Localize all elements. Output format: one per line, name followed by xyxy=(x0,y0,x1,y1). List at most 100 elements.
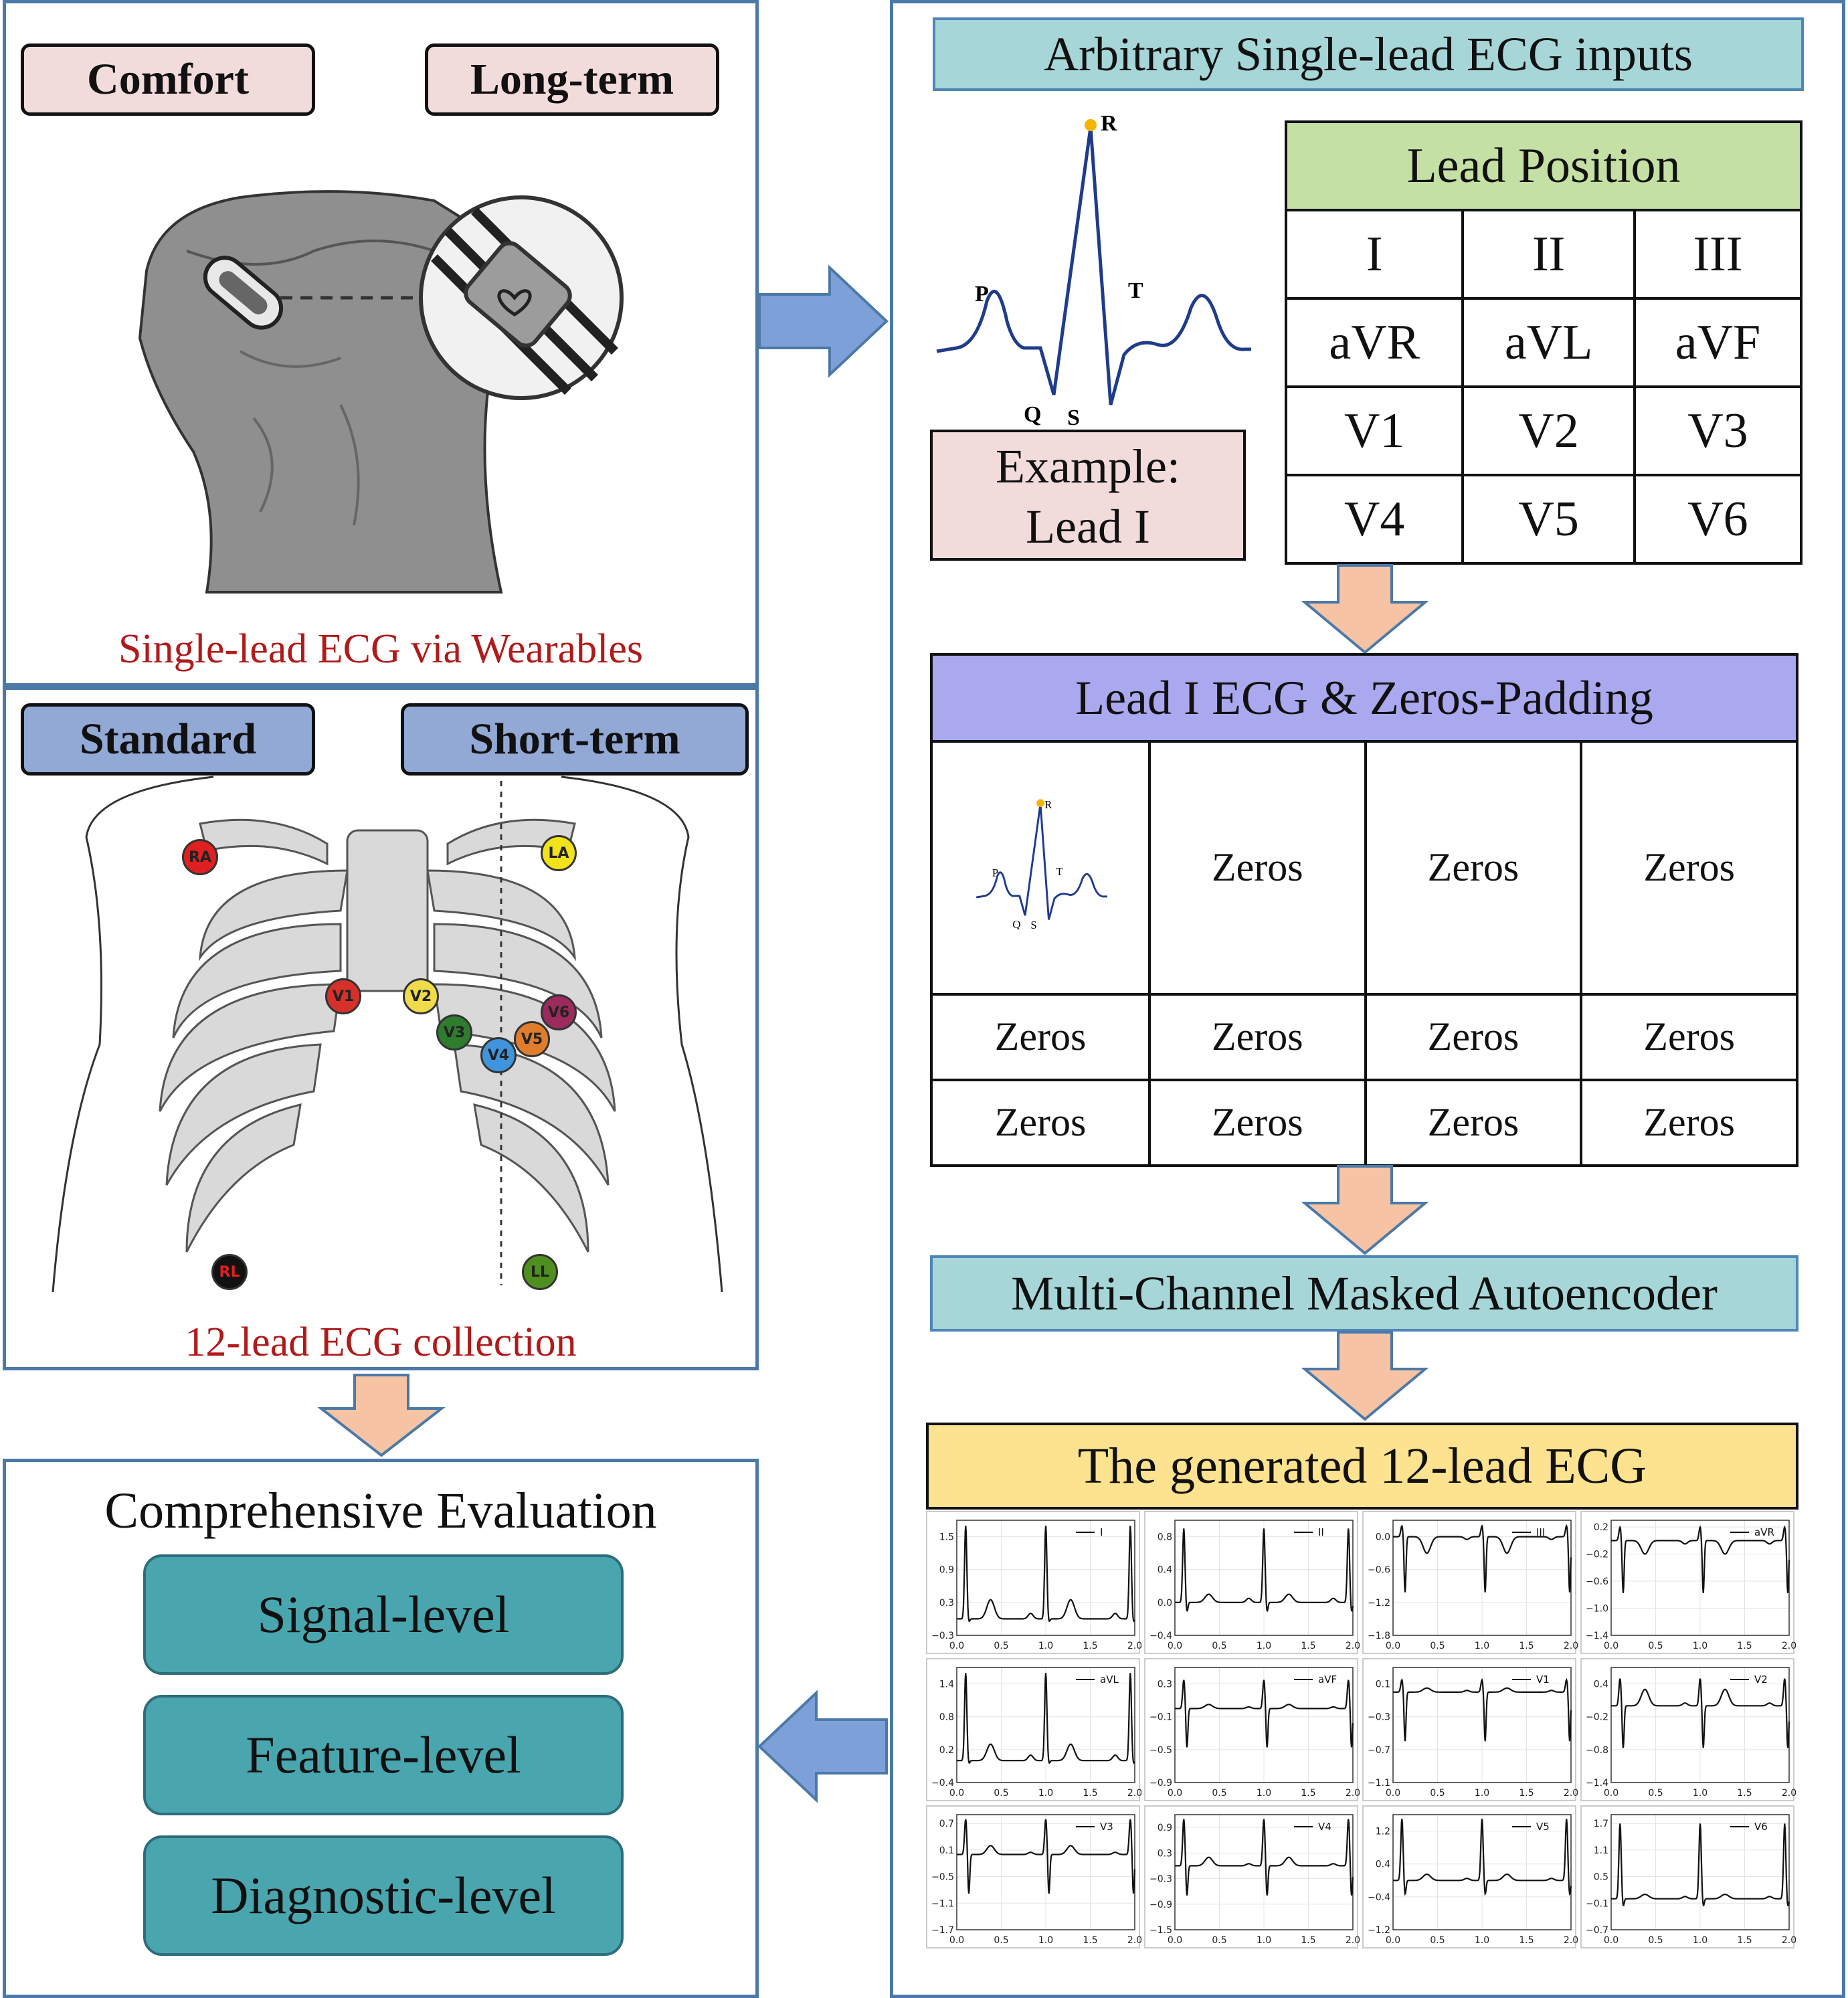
x-tick-label: 1.5 xyxy=(1519,1641,1534,1651)
x-tick-label: 1.5 xyxy=(1737,1788,1752,1799)
legend-label: V2 xyxy=(1754,1673,1768,1686)
comfort-tag: Comfort xyxy=(21,43,315,116)
zeros-cell: Zeros xyxy=(1581,994,1797,1080)
electrode-rl: RL xyxy=(211,1254,248,1290)
evaluation-title: Comprehensive Evaluation xyxy=(6,1482,755,1540)
electrode-v4: V4 xyxy=(480,1037,517,1073)
y-tick-label: 0.4 xyxy=(1158,1565,1172,1576)
input-header: Arbitrary Single-lead ECG inputs xyxy=(933,17,1804,91)
x-tick-label: 0.0 xyxy=(949,1641,964,1651)
ecg-subplot-v1: 0.0 0.5 1.0 1.5 2.0 0.1 −0.3 −0.7 −1.1 V1 xyxy=(1362,1658,1576,1801)
t-label: T xyxy=(1128,278,1143,303)
electrode-ll: LL xyxy=(522,1254,558,1290)
ecg-subplot-v5: 0.0 0.5 1.0 1.5 2.0 1.2 0.4 −0.4 −1.2 V5 xyxy=(1362,1805,1576,1948)
y-tick-label: −0.1 xyxy=(1586,1898,1608,1909)
y-tick-label: 1.4 xyxy=(939,1679,954,1690)
y-tick-label: 0.2 xyxy=(939,1745,954,1756)
y-tick-label: −1.5 xyxy=(1149,1925,1172,1936)
lead-cell: V1 xyxy=(1286,387,1463,475)
x-tick-label: 1.5 xyxy=(1083,1788,1097,1799)
generated-ecg-grid: 0.0 0.5 1.0 1.5 2.0 1.5 0.9 0.3 −0.3 I 0.0 0.5 1.0 1.… xyxy=(926,1511,1798,1950)
twelve-lead-caption: 12-lead ECG collection xyxy=(6,1319,755,1366)
ecg-subplot-i: 0.0 0.5 1.0 1.5 2.0 1.5 0.9 0.3 −0.3 I xyxy=(926,1511,1140,1654)
x-tick-label: 1.0 xyxy=(1257,1641,1271,1651)
x-tick-label: 0.5 xyxy=(994,1788,1008,1799)
wearable-panel: Comfort Long-term Single-lead ECG via We… xyxy=(3,0,759,687)
x-tick-label: 0.0 xyxy=(1386,1641,1400,1651)
mini-ecg-beat: R P T Q S xyxy=(950,796,1131,929)
x-tick-label: 1.5 xyxy=(1083,1641,1097,1651)
legend-label: V3 xyxy=(1100,1821,1113,1833)
y-tick-label: −0.4 xyxy=(931,1778,954,1789)
legend-label: V6 xyxy=(1754,1821,1768,1833)
y-tick-label: −0.1 xyxy=(1149,1712,1172,1723)
svg-text:P: P xyxy=(992,867,998,879)
ecg-subplot-v4: 0.0 0.5 1.0 1.5 2.0 0.9 0.3 −0.3 −0.9 −1.5 V4 xyxy=(1144,1805,1358,1948)
y-tick-label: 0.2 xyxy=(1594,1522,1608,1533)
x-tick-label: 0.0 xyxy=(1604,1788,1619,1799)
y-tick-label: −1.7 xyxy=(931,1925,954,1936)
zoom-magnifier xyxy=(421,197,622,398)
y-tick-label: 0.9 xyxy=(1158,1823,1172,1833)
y-tick-label: 0.4 xyxy=(1594,1679,1608,1690)
x-tick-label: 1.0 xyxy=(1038,1788,1053,1799)
electrode-v3: V3 xyxy=(436,1014,472,1051)
legend-label: V5 xyxy=(1536,1821,1550,1833)
zeros-cell: Zeros xyxy=(1366,741,1582,994)
q-label: Q xyxy=(1024,402,1041,427)
example-box: Example: Lead I xyxy=(930,430,1246,561)
padding-header: Lead I ECG & Zeros-Padding xyxy=(930,653,1798,743)
ecg-subplot-v3: 0.0 0.5 1.0 1.5 2.0 0.7 0.1 −0.5 −1.1 −1.7 V3 xyxy=(926,1805,1140,1948)
x-tick-label: 2.0 xyxy=(1782,1788,1796,1799)
y-tick-label: 0.3 xyxy=(1158,1679,1172,1690)
lead-cell: V6 xyxy=(1635,475,1801,563)
x-tick-label: 1.0 xyxy=(1038,1935,1053,1946)
r-peak-dot xyxy=(1085,119,1097,131)
y-tick-label: −0.3 xyxy=(1368,1712,1390,1723)
x-tick-label: 1.5 xyxy=(1737,1641,1752,1651)
y-tick-label: 0.4 xyxy=(1376,1859,1390,1870)
ecg-beat-trace xyxy=(937,127,1251,405)
y-tick-label: −1.1 xyxy=(1368,1778,1390,1789)
x-tick-label: 1.0 xyxy=(1475,1641,1489,1651)
y-tick-label: 0.3 xyxy=(1158,1848,1172,1859)
y-tick-label: 0.8 xyxy=(939,1712,954,1723)
ecg-subplot-iii: 0.0 0.5 1.0 1.5 2.0 0.0 −0.6 −1.2 −1.8 III xyxy=(1362,1511,1576,1654)
x-tick-label: 0.0 xyxy=(1604,1641,1619,1651)
y-tick-label: 0.1 xyxy=(1376,1679,1390,1690)
evaluation-panel: Comprehensive Evaluation Signal-level Fe… xyxy=(3,1459,759,1998)
x-tick-label: 2.0 xyxy=(1564,1641,1578,1651)
ecg-subplot-avl: 0.0 0.5 1.0 1.5 2.0 1.4 0.8 0.2 −0.4 aVL xyxy=(926,1658,1140,1801)
x-tick-label: 2.0 xyxy=(1782,1935,1796,1946)
y-tick-label: 0.1 xyxy=(939,1845,954,1856)
zeros-cell: Zeros xyxy=(1149,741,1366,994)
y-tick-label: 0.3 xyxy=(939,1598,954,1609)
x-tick-label: 0.0 xyxy=(1168,1641,1182,1651)
p-label: P xyxy=(975,282,989,306)
r-label: R xyxy=(1101,111,1117,136)
electrode-la: LA xyxy=(541,835,577,871)
arrow-down-left xyxy=(314,1372,448,1459)
x-tick-label: 2.0 xyxy=(1127,1935,1141,1946)
x-tick-label: 1.5 xyxy=(1519,1788,1534,1799)
x-tick-label: 1.0 xyxy=(1693,1935,1707,1946)
ecg-subplot-ii: 0.0 0.5 1.0 1.5 2.0 0.8 0.4 0.0 −0.4 II xyxy=(1144,1511,1358,1654)
standard-tag: Standard xyxy=(21,703,315,776)
x-tick-label: 0.5 xyxy=(1430,1935,1445,1946)
y-tick-label: −0.5 xyxy=(931,1872,954,1883)
y-tick-label: −1.1 xyxy=(931,1898,954,1909)
y-tick-label: −1.4 xyxy=(1586,1631,1608,1641)
x-tick-label: 0.0 xyxy=(949,1935,964,1946)
legend-label: I xyxy=(1100,1526,1103,1538)
y-tick-label: 1.7 xyxy=(1594,1819,1608,1829)
legend-label: V1 xyxy=(1536,1673,1550,1686)
lead-cell: V5 xyxy=(1463,475,1635,563)
lead-position-title: Lead Position xyxy=(1286,122,1801,210)
wearable-caption: Single-lead ECG via Wearables xyxy=(6,626,755,673)
x-tick-label: 1.0 xyxy=(1038,1641,1053,1651)
y-tick-label: 0.9 xyxy=(939,1565,954,1576)
x-tick-label: 1.0 xyxy=(1475,1935,1489,1946)
output-header: The generated 12-lead ECG xyxy=(926,1423,1798,1510)
y-tick-label: −0.7 xyxy=(1586,1925,1608,1936)
legend-label: aVR xyxy=(1754,1526,1774,1538)
